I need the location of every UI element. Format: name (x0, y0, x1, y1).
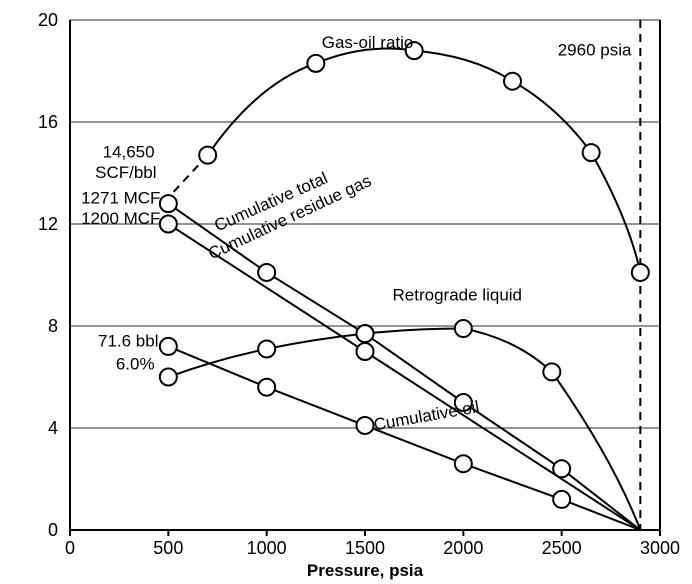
x-tick-label: 0 (65, 538, 75, 558)
marker-gas_oil_ratio (307, 55, 324, 72)
marker-cumulative_oil (455, 455, 472, 472)
marker-cumulative_residue_gas (357, 343, 374, 360)
x-tick-label: 500 (153, 538, 183, 558)
marker-cumulative_residue_gas (160, 216, 177, 233)
y-tick-label: 0 (48, 520, 58, 540)
series-label-gas_oil_ratio: Gas-oil ratio (322, 33, 414, 52)
marker-cumulative_oil (258, 379, 275, 396)
marker-retrograde_liquid (455, 320, 472, 337)
x-tick-label: 2000 (443, 538, 483, 558)
annotation: SCF/bbl (95, 163, 156, 182)
y-tick-label: 8 (48, 316, 58, 336)
marker-cumulative_oil (160, 338, 177, 355)
annotation: 6.0% (116, 354, 155, 373)
marker-gas_oil_ratio (583, 144, 600, 161)
y-tick-label: 4 (48, 418, 58, 438)
annotation: 14,650 (103, 143, 155, 162)
series-label-cumulative_oil: Cumulative oil (372, 397, 480, 434)
series-gas_oil_ratio (208, 49, 641, 273)
marker-retrograde_liquid (543, 363, 560, 380)
x-tick-label: 1000 (247, 538, 287, 558)
x-tick-label: 1500 (345, 538, 385, 558)
series-label-retrograde_liquid: Retrograde liquid (393, 286, 522, 305)
marker-gas_oil_ratio (199, 147, 216, 164)
y-tick-label: 20 (38, 10, 58, 30)
annotation: 71.6 bbl (98, 331, 159, 350)
chart: 0 4 8 12 16 20 0 500 1000 1500 2000 2500 3000 Pressur… (0, 0, 692, 584)
marker-retrograde_liquid (160, 369, 177, 386)
series-cumulative_total (168, 204, 640, 530)
annotation: 1271 MCF (81, 189, 160, 208)
marker-cumulative_total (160, 195, 177, 212)
annotation: 1200 MCF (81, 209, 160, 228)
x-axis-title: Pressure, psia (307, 561, 424, 580)
marker-gas_oil_ratio (632, 264, 649, 281)
marker-gas_oil_ratio (504, 73, 521, 90)
axis-frame (70, 20, 660, 530)
marker-retrograde_liquid (258, 340, 275, 357)
marker-cumulative_oil (357, 417, 374, 434)
chart-svg: 0 4 8 12 16 20 0 500 1000 1500 2000 2500 3000 Pressur… (0, 0, 692, 584)
series-cumulative_residue_gas (168, 224, 640, 530)
marker-cumulative_total (258, 264, 275, 281)
marker-cumulative_total (553, 460, 570, 477)
y-tick-label: 16 (38, 112, 58, 132)
annotation: 2960 psia (558, 41, 632, 60)
marker-cumulative_oil (553, 491, 570, 508)
x-tick-label: 3000 (640, 538, 680, 558)
x-tick-label: 2500 (542, 538, 582, 558)
marker-retrograde_liquid (357, 325, 374, 342)
y-tick-label: 12 (38, 214, 58, 234)
